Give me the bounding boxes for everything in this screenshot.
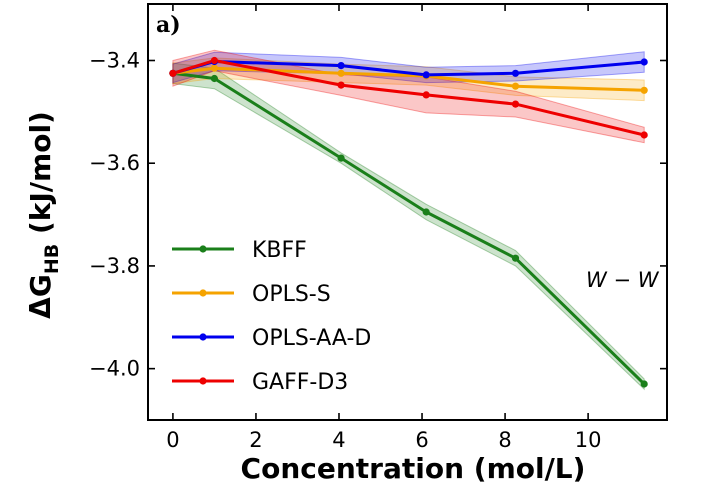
- point-gaff-d3: [169, 69, 177, 77]
- point-gaff-d3: [422, 91, 430, 99]
- tick-labels: 0 2 4 6 8 10 −3.4 −3.6 −3.8 −4.0: [89, 48, 601, 452]
- point-gaff-d3: [640, 131, 648, 139]
- point-kbff: [210, 74, 218, 83]
- x-tick-label: 0: [166, 428, 179, 452]
- legend-label-gaff-d3: GAFF-D3: [252, 370, 348, 395]
- legend-label-opls-aa-d: OPLS-AA-D: [252, 326, 371, 351]
- point-gaff-d3: [210, 56, 218, 65]
- series-lines: [172, 59, 646, 386]
- axis-ticks: [148, 4, 667, 420]
- x-tick-label: 2: [249, 428, 262, 452]
- point-kbff: [422, 208, 430, 216]
- legend-label-kbff: KBFF: [252, 238, 307, 263]
- point-opls-aa-d: [640, 58, 648, 66]
- y-tick-label: −3.6: [89, 151, 140, 175]
- x-tick-label: 8: [498, 428, 511, 452]
- line-opls-s: [172, 66, 645, 92]
- x-axis-title: Concentration (mol/L): [241, 452, 586, 485]
- legend-marker-opls-aa-d: [199, 333, 207, 341]
- y-axis-title-main: ΔG: [24, 274, 57, 319]
- series-markers: [169, 56, 648, 388]
- y-axis-title-subscript: HB: [41, 244, 63, 274]
- panel-label: a): [156, 12, 181, 38]
- legend-marker-kbff: [199, 245, 207, 253]
- error-bands: [172, 49, 645, 391]
- annotation-w-w: W − W: [586, 268, 660, 292]
- line-kbff: [172, 71, 646, 386]
- y-axis-title-unit: (kJ/mol): [24, 111, 57, 244]
- point-kbff: [511, 254, 520, 262]
- y-tick-label: −4.0: [89, 357, 140, 381]
- legend-marker-opls-s: [199, 289, 207, 297]
- point-opls-aa-d: [422, 71, 430, 79]
- y-axis-title: ΔGHB (kJ/mol): [24, 111, 63, 319]
- legend-label-opls-s: OPLS-S: [252, 282, 331, 307]
- point-opls-s: [337, 69, 345, 77]
- y-tick-label: −3.4: [89, 48, 140, 72]
- x-tick-label: 6: [415, 428, 428, 452]
- point-gaff-d3: [511, 100, 520, 108]
- point-opls-aa-d: [511, 69, 520, 77]
- point-gaff-d3: [337, 81, 345, 89]
- point-opls-aa-d: [337, 62, 345, 70]
- x-tick-label: 10: [575, 428, 602, 452]
- y-tick-label: −3.8: [89, 254, 140, 278]
- x-tick-label: 4: [332, 428, 345, 452]
- line-gaff-d3: [172, 59, 645, 137]
- legend: KBFF OPLS-S OPLS-AA-D GAFF-D3: [172, 238, 371, 395]
- point-kbff: [640, 380, 648, 388]
- point-kbff: [337, 154, 345, 162]
- point-opls-s: [210, 64, 218, 72]
- plot-frame: [147, 3, 668, 421]
- legend-marker-gaff-d3: [199, 377, 207, 385]
- point-opls-s: [640, 86, 648, 94]
- band-kbff: [172, 62, 645, 391]
- point-opls-s: [511, 82, 520, 90]
